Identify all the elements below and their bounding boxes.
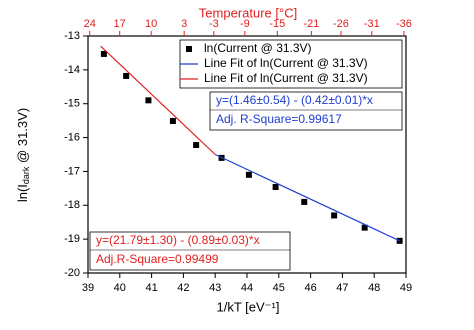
x2-tick-label: -31 — [364, 18, 380, 30]
annotation-text: y=(1.46±0.54) - (0.42±0.01)*x — [216, 93, 373, 107]
x-tick-label: 40 — [114, 282, 126, 294]
y-label-part: @ 31.3V) — [15, 108, 30, 167]
x-tick-label: 45 — [273, 282, 285, 294]
x-tick-label: 42 — [177, 282, 189, 294]
x2-tick-label: -3 — [209, 18, 219, 30]
x2-axis-label: Temperature [°C] — [199, 5, 297, 20]
legend-label: ln(Current @ 31.3V) — [204, 41, 312, 55]
legend-label: Line Fit of ln(Current @ 31.3V) — [204, 71, 368, 85]
x2-tick-label: -21 — [303, 18, 319, 30]
x-tick-label: 39 — [82, 282, 94, 294]
y-tick-label: -20 — [64, 267, 80, 279]
data-point — [100, 50, 107, 57]
x-tick-label: 47 — [336, 282, 348, 294]
legend-marker — [186, 46, 192, 52]
x-tick-label: 44 — [241, 282, 253, 294]
x2-tick-label: -36 — [396, 18, 412, 30]
x2-tick-label: -15 — [269, 18, 285, 30]
annotation-text: Adj. R-Square=0.99617 — [216, 112, 342, 126]
data-point — [145, 97, 152, 104]
y-label-sub: dark — [21, 166, 31, 184]
fit-line — [100, 45, 216, 155]
x2-tick-label: -26 — [333, 18, 349, 30]
x-tick-label: 41 — [145, 282, 157, 294]
x2-tick-label: 10 — [145, 18, 157, 30]
y-tick-label: -16 — [64, 131, 80, 143]
y-tick-label: -13 — [64, 30, 80, 42]
x2-tick-label: 17 — [114, 18, 126, 30]
annotation-text: y=(21.79±1.30) - (0.89±0.03)*x — [96, 233, 260, 247]
data-point — [245, 171, 252, 178]
legend-box — [179, 39, 403, 89]
y-tick-label: -19 — [64, 233, 80, 245]
x-tick-label: 49 — [400, 282, 412, 294]
annotation-box — [89, 231, 291, 271]
x-tick-label: 43 — [209, 282, 221, 294]
fit-line — [214, 153, 400, 242]
x2-tick-label: 24 — [84, 18, 96, 30]
y-tick-label: -14 — [64, 64, 80, 76]
data-point — [361, 224, 368, 231]
y-label-part: ln(I — [15, 184, 30, 202]
data-point — [193, 142, 200, 149]
y-tick-label: -15 — [64, 98, 80, 110]
y-tick-label: -18 — [64, 199, 80, 211]
legend-label: Line Fit of ln(Current @ 31.3V) — [204, 56, 368, 70]
annotation-text: Adj.R-Square=0.99499 — [96, 252, 219, 266]
data-point — [169, 117, 176, 124]
y-tick-label: -17 — [64, 165, 80, 177]
data-point — [272, 184, 279, 191]
x2-tick-label: -9 — [240, 18, 250, 30]
x-axis-label: 1/kT [eV⁻¹] — [217, 299, 280, 314]
data-point — [123, 72, 130, 79]
x-tick-label: 46 — [304, 282, 316, 294]
data-point — [331, 212, 338, 219]
y-axis-label: ln(Idark @ 31.3V) — [15, 108, 31, 202]
x-tick-label: 48 — [368, 282, 380, 294]
data-point — [301, 198, 308, 205]
x2-tick-label: 3 — [181, 18, 187, 30]
annotation-box — [209, 91, 403, 131]
